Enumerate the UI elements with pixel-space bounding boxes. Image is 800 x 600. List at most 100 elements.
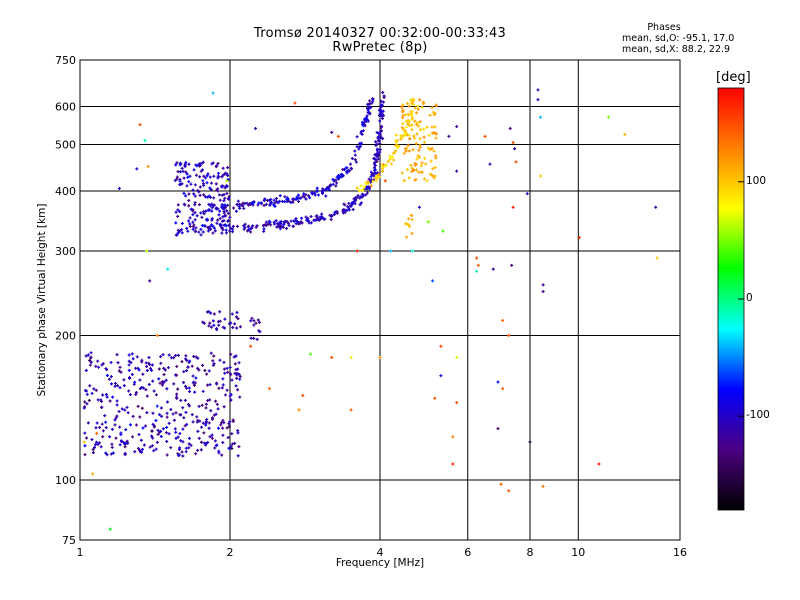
echo-point (108, 435, 112, 439)
echo-point (330, 355, 334, 359)
echo-point (278, 194, 282, 198)
echo-point (404, 131, 408, 135)
echo-point (130, 352, 134, 356)
echo-point (191, 227, 195, 231)
echo-point (175, 175, 179, 179)
echo-point (218, 217, 222, 221)
echo-point (93, 446, 97, 450)
echo-point (418, 98, 422, 102)
echo-point (222, 199, 226, 203)
echo-point (501, 387, 505, 391)
echo-point (278, 199, 282, 203)
echo-point (83, 431, 87, 435)
echo-point (220, 219, 224, 223)
echo-point (406, 143, 410, 147)
echo-point (597, 462, 601, 466)
echo-point (161, 353, 165, 357)
echo-point (283, 200, 287, 204)
echo-point (416, 154, 420, 158)
echo-point (183, 424, 187, 428)
echo-point (422, 135, 426, 139)
echo-point (491, 267, 495, 271)
echo-point (441, 229, 445, 233)
echo-point (140, 360, 144, 364)
echo-point (200, 425, 204, 429)
echo-point (205, 372, 209, 376)
echo-point (225, 209, 229, 213)
echo-point (368, 99, 372, 103)
echo-point (507, 334, 511, 338)
echo-point (215, 443, 219, 447)
echo-point (128, 423, 132, 427)
echo-point (433, 174, 437, 178)
echo-point (416, 104, 420, 108)
echo-point (358, 196, 362, 200)
echo-point (217, 193, 221, 197)
echo-point (403, 147, 407, 151)
echo-point (229, 226, 233, 230)
echo-point (330, 130, 334, 134)
echo-point (192, 380, 196, 384)
echo-point (410, 113, 414, 117)
echo-point (187, 204, 191, 208)
echo-point (302, 195, 306, 199)
echo-point (188, 216, 192, 220)
echo-point (166, 400, 170, 404)
echo-point (99, 398, 103, 402)
echo-point (278, 220, 282, 224)
echo-point (607, 115, 611, 119)
echo-point (433, 396, 437, 400)
echo-point (249, 319, 253, 323)
echo-point (93, 443, 97, 447)
echo-point (289, 200, 293, 204)
echo-point (247, 228, 251, 232)
echo-point (119, 370, 123, 374)
echo-point (488, 162, 492, 166)
echo-point (422, 127, 426, 131)
echo-point (366, 106, 370, 110)
echo-point (104, 420, 108, 424)
echo-point (198, 193, 202, 197)
echo-point (257, 320, 261, 324)
echo-point (431, 167, 435, 171)
echo-point (434, 104, 438, 108)
echo-point (234, 209, 238, 213)
echo-point (88, 359, 92, 363)
echo-point (194, 376, 198, 380)
echo-point (223, 317, 227, 321)
echo-point (268, 220, 272, 224)
echo-point (305, 218, 309, 222)
echo-point (222, 219, 226, 223)
echo-point (228, 394, 232, 398)
echo-point (289, 219, 293, 223)
echo-point (419, 164, 423, 168)
echo-point (389, 249, 393, 253)
echo-point (190, 413, 194, 417)
echo-point (165, 387, 169, 391)
echo-point (269, 223, 273, 227)
echo-point (321, 190, 325, 194)
echo-point (194, 226, 198, 230)
echo-point (213, 446, 217, 450)
echo-point (115, 399, 119, 403)
echo-point (223, 196, 227, 200)
echo-point (185, 172, 189, 176)
echo-point (409, 98, 413, 102)
echo-point (145, 411, 149, 415)
echo-point (89, 355, 93, 359)
echo-point (214, 182, 218, 186)
echo-point (294, 197, 298, 201)
echo-point (212, 354, 216, 358)
echo-point (227, 424, 231, 428)
echo-point (224, 231, 228, 235)
y-tick-label: 75 (62, 534, 76, 547)
echo-point (316, 216, 320, 220)
echo-point (455, 169, 459, 173)
echo-point (197, 230, 201, 234)
echo-point (308, 196, 312, 200)
echo-point (192, 354, 196, 358)
echo-point (150, 429, 154, 433)
echo-point (355, 145, 359, 149)
echo-point (188, 224, 192, 228)
echo-point (433, 125, 437, 129)
